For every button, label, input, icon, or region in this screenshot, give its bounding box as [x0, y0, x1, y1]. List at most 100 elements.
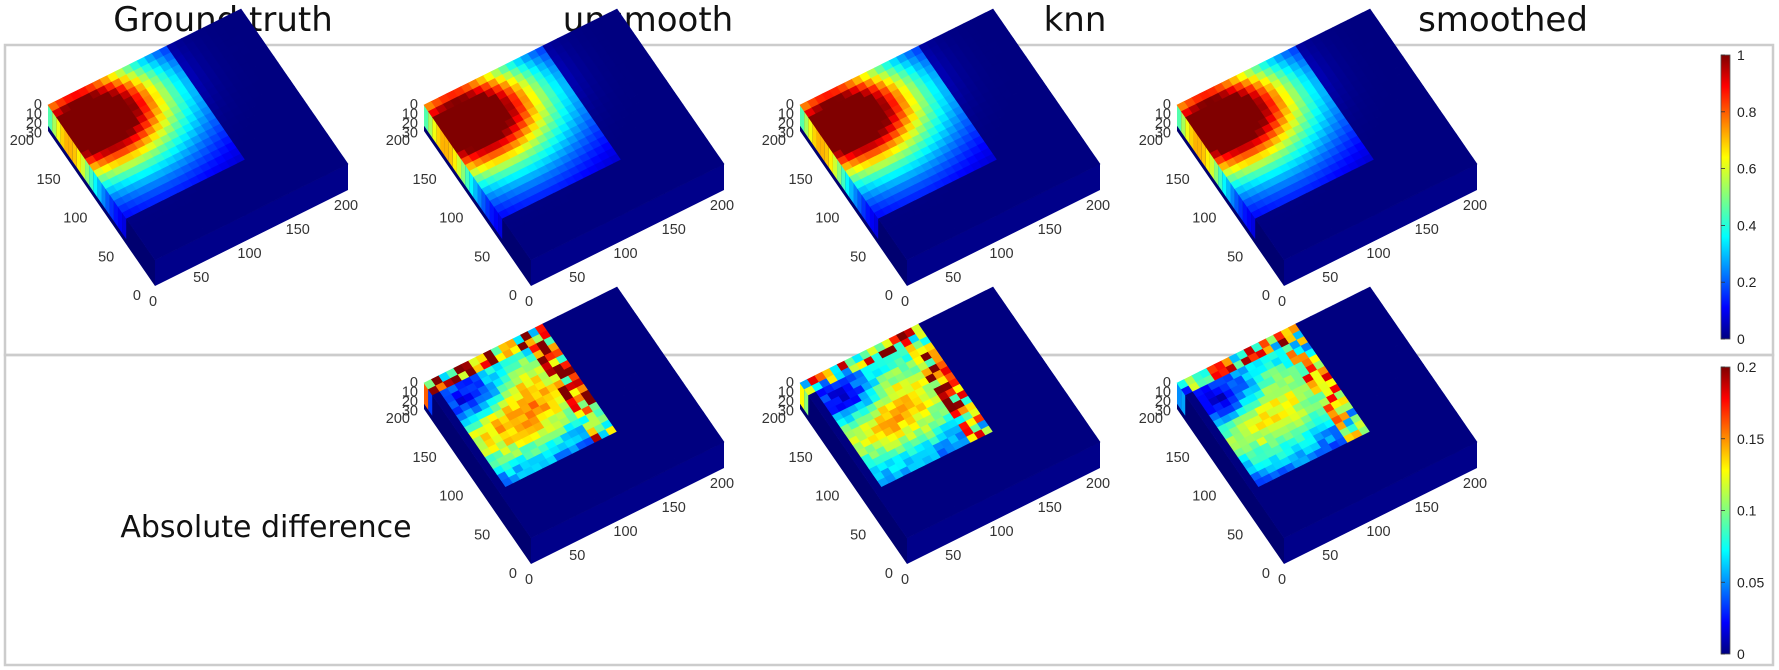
volume-side-cell: [93, 170, 98, 198]
volume-side-cell: [85, 158, 90, 186]
x-tick-label: 100: [237, 246, 261, 262]
z-tick-label: 30: [1155, 126, 1171, 142]
colorbar-tick-label: 0: [1737, 331, 1745, 347]
volume-side-cell: [436, 122, 441, 150]
volume-side-cell: [1177, 383, 1182, 410]
z-tick-label: 30: [402, 404, 418, 420]
y-tick-label: 50: [1227, 249, 1243, 265]
col-title-smoothed: smoothed: [1418, 0, 1588, 40]
volume-side-cell: [72, 140, 77, 168]
y-tick-label: 100: [815, 211, 839, 227]
x-tick-label: 0: [901, 572, 909, 588]
y-tick-label: 200: [10, 133, 34, 149]
y-tick-label: 0: [885, 288, 893, 304]
y-tick-label: 150: [37, 172, 61, 188]
volume-side-cell: [456, 152, 462, 180]
colorbar-tick-label: 0.1: [1737, 503, 1757, 519]
colorbar-top-gradient: [1721, 55, 1730, 339]
z-tick-label: 0: [410, 375, 418, 391]
x-tick-label: 50: [193, 270, 209, 286]
x-tick-label: 0: [525, 294, 533, 310]
x-tick-label: 150: [1415, 500, 1439, 516]
volume-side-cell: [869, 206, 875, 234]
volume-side-cell: [837, 158, 842, 186]
y-tick-label: 150: [413, 450, 437, 466]
x-tick-label: 200: [1463, 198, 1487, 214]
volume-side-cell: [109, 194, 114, 222]
volume-front-face: [531, 164, 724, 286]
x-tick-label: 50: [945, 270, 961, 286]
colorbar-top: 00.20.40.60.81: [1720, 47, 1757, 347]
volume-side-cell: [874, 212, 879, 240]
volume-side-cell: [489, 200, 494, 228]
y-tick-label: 0: [509, 566, 517, 582]
x-tick-label: 200: [334, 198, 358, 214]
x-tick-label: 150: [662, 222, 686, 238]
volume-side-cell: [804, 388, 809, 416]
volume-side-cell: [820, 134, 825, 162]
x-tick-label: 200: [1086, 476, 1110, 492]
volume-side-face: [1177, 383, 1284, 564]
z-tick-label: 20: [778, 394, 794, 410]
z-tick-label: 30: [26, 126, 42, 142]
volume-front-face: [907, 164, 1100, 286]
x-tick-label: 50: [1322, 548, 1338, 564]
y-tick-label: 50: [474, 249, 490, 265]
volume-side-cell: [68, 134, 73, 162]
y-tick-label: 0: [885, 566, 893, 582]
z-tick-label: 20: [402, 116, 418, 132]
volume-side-face: [800, 383, 907, 564]
volume-side-cell: [444, 134, 449, 162]
volume-side-cell: [485, 194, 490, 222]
volume-side-cell: [473, 176, 478, 204]
y-tick-label: 50: [850, 527, 866, 543]
volume-side-cell: [469, 170, 474, 198]
y-tick-label: 50: [850, 249, 866, 265]
colorbar-tick-label: 0.8: [1737, 104, 1757, 120]
z-tick-label: 10: [1155, 107, 1171, 123]
y-tick-label: 0: [1262, 288, 1270, 304]
y-tick-label: 50: [474, 527, 490, 543]
x-tick-label: 100: [613, 246, 637, 262]
volume-side-cell: [461, 158, 466, 186]
volume-side-cell: [1218, 164, 1223, 192]
y-tick-label: 0: [509, 288, 517, 304]
volume-side-cell: [1189, 122, 1194, 150]
col-title-knn: knn: [1044, 0, 1107, 40]
y-tick-label: 200: [386, 411, 410, 427]
x-tick-label: 150: [1415, 222, 1439, 238]
volume-front-face: [155, 164, 348, 286]
colorbar-tick-label: 0.05: [1737, 574, 1764, 590]
volume-side-cell: [1181, 110, 1186, 138]
x-tick-label: 0: [149, 294, 157, 310]
z-tick-label: 0: [410, 97, 418, 113]
y-tick-label: 150: [789, 172, 813, 188]
volume-side-cell: [832, 152, 838, 180]
volume-side-cell: [1214, 158, 1219, 186]
volume-side-cell: [841, 164, 846, 192]
voxel-cell: [609, 286, 622, 298]
volume-side-cell: [1251, 212, 1256, 240]
voxel-cell: [985, 286, 998, 298]
volume-front-face: [907, 442, 1100, 564]
volume-side-cell: [865, 200, 870, 228]
x-tick-label: 0: [525, 572, 533, 588]
volume-side-cell: [857, 188, 862, 216]
z-tick-label: 10: [402, 385, 418, 401]
z-tick-label: 10: [778, 107, 794, 123]
volume-side-cell: [1246, 206, 1252, 234]
colorbar-tick-label: 0: [1737, 646, 1745, 662]
volume-side-cell: [808, 116, 813, 144]
x-tick-label: 100: [989, 246, 1013, 262]
z-tick-label: 30: [402, 126, 418, 142]
volume-side-cell: [804, 110, 809, 138]
y-tick-label: 200: [762, 133, 786, 149]
colorbar-tick-label: 0.6: [1737, 161, 1757, 177]
x-tick-label: 150: [1038, 222, 1062, 238]
volume-side-cell: [816, 128, 821, 156]
volume-side-cell: [52, 110, 57, 138]
volume-side-cell: [64, 128, 69, 156]
volume-side-cell: [424, 383, 429, 410]
